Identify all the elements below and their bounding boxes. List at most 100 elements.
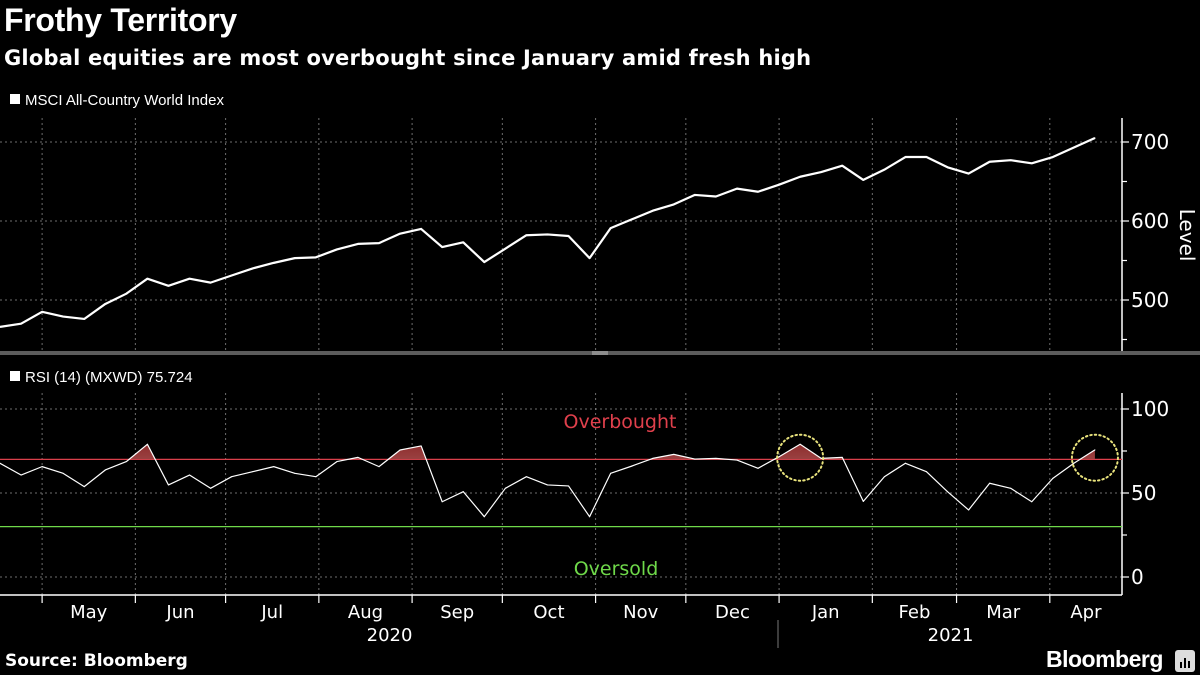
- highlight-circle: [776, 433, 825, 482]
- x-tick-label-month: Oct: [533, 602, 564, 623]
- x-tick-label-month: Apr: [1070, 602, 1102, 623]
- rsi-data-point: [315, 476, 317, 478]
- rsi-data-point: [1031, 501, 1033, 503]
- msci-data-point: [799, 176, 801, 178]
- y-tick-label: 100: [1131, 397, 1169, 421]
- x-tick-label-month: Nov: [623, 602, 658, 623]
- y-tick-label: 500: [1131, 288, 1169, 312]
- msci-data-point: [967, 173, 970, 175]
- rsi-data-point: [673, 453, 675, 455]
- rsi-data-point: [841, 456, 843, 458]
- rsi-data-point: [167, 484, 169, 486]
- rsi-data-point: [631, 465, 633, 467]
- chart-subtitle: Global equities are most overbought sinc…: [4, 46, 812, 70]
- msci-data-point: [336, 248, 338, 251]
- y-axis-label-level: Level: [1175, 209, 1199, 262]
- rsi-data-point: [589, 516, 591, 518]
- gridlines: [0, 118, 1122, 595]
- msci-data-point: [736, 188, 738, 190]
- rsi-data-point: [1094, 449, 1096, 451]
- x-tick-label-month: Jun: [165, 602, 194, 623]
- rsi-data-point: [252, 471, 254, 473]
- msci-data-point: [441, 246, 443, 248]
- rsi-data-point: [1073, 462, 1075, 464]
- msci-data-point: [146, 278, 148, 280]
- rsi-data-point: [62, 472, 64, 474]
- msci-data-point: [989, 161, 991, 163]
- rsi-data-point: [904, 462, 906, 464]
- rsi-data-point: [420, 445, 422, 447]
- series: [0, 137, 1096, 518]
- rsi-data-point: [968, 509, 970, 511]
- msci-data-point: [0, 326, 1, 328]
- rsi-data-point: [336, 461, 338, 463]
- overbought-fill-area: [0, 444, 1095, 460]
- msci-data-point: [231, 274, 233, 277]
- x-tick-label-month: Sep: [440, 602, 474, 623]
- rsi-data-point: [273, 466, 275, 468]
- highlight-circle: [1070, 433, 1119, 482]
- rsi-data-point: [462, 491, 464, 493]
- rsi-data-point: [399, 449, 401, 451]
- msci-data-point: [652, 210, 654, 212]
- bloomberg-chart-icon: [1175, 650, 1195, 672]
- rsi-data-point: [694, 458, 696, 460]
- msci-data-point: [315, 256, 317, 258]
- rsi-data-point: [231, 476, 233, 478]
- x-tick-label-month: Feb: [899, 602, 931, 623]
- rsi-data-point: [799, 443, 801, 445]
- rsi-data-point: [546, 484, 548, 486]
- msci-data-point: [946, 166, 949, 168]
- msci-data-point: [1052, 156, 1054, 158]
- msci-data-point: [525, 234, 528, 236]
- rsi-data-point: [525, 476, 527, 478]
- source-note: Source: Bloomberg: [5, 651, 188, 671]
- msci-data-point: [673, 203, 675, 206]
- divider-handle-line: [592, 353, 608, 355]
- oversold-label: Oversold: [574, 558, 659, 580]
- rsi-data-point: [820, 457, 822, 459]
- x-tick-label-year: 2021: [928, 625, 974, 646]
- legend-swatch-rsi: [10, 371, 20, 381]
- msci-data-point: [188, 278, 191, 280]
- msci-data-point: [883, 169, 885, 171]
- rsi-data-point: [441, 501, 443, 503]
- msci-index-line: [0, 137, 1096, 328]
- msci-data-point: [567, 235, 570, 237]
- msci-data-point: [841, 165, 843, 167]
- msci-data-point: [167, 285, 170, 287]
- legend-rsi: RSI (14) (MXWD) 75.724: [25, 369, 193, 386]
- msci-data-point: [420, 228, 422, 230]
- rsi-data-point: [83, 486, 85, 488]
- divider-handle[interactable]: [592, 351, 608, 353]
- msci-data-point: [209, 282, 212, 284]
- msci-data-point: [399, 233, 401, 235]
- rsi-data-point: [294, 472, 296, 474]
- rsi-data-point: [189, 474, 191, 476]
- rsi-data-point: [610, 472, 612, 474]
- rsi-data-point: [125, 461, 127, 463]
- msci-data-point: [820, 171, 822, 173]
- msci-data-point: [273, 262, 275, 264]
- rsi-data-point: [925, 471, 927, 473]
- rsi-data-point: [378, 466, 380, 468]
- msci-data-point: [504, 248, 506, 250]
- panel-divider[interactable]: [0, 351, 1200, 355]
- msci-data-point: [1010, 159, 1012, 161]
- rsi-data-point: [947, 491, 949, 493]
- msci-data-point: [462, 241, 464, 243]
- msci-data-point: [631, 218, 633, 221]
- rsi-data-point: [357, 456, 359, 458]
- msci-data-point: [925, 156, 928, 158]
- msci-data-point: [1094, 137, 1096, 139]
- rsi-data-point: [883, 476, 885, 478]
- msci-data-point: [483, 261, 485, 263]
- bloomberg-logo: Bloomberg: [1046, 646, 1163, 672]
- msci-data-point: [252, 267, 254, 269]
- msci-data-point: [41, 311, 43, 313]
- msci-data-point: [757, 191, 759, 193]
- y-tick-label: 0: [1131, 565, 1144, 589]
- rsi-line: [0, 443, 1096, 518]
- rsi-data-point: [504, 487, 506, 489]
